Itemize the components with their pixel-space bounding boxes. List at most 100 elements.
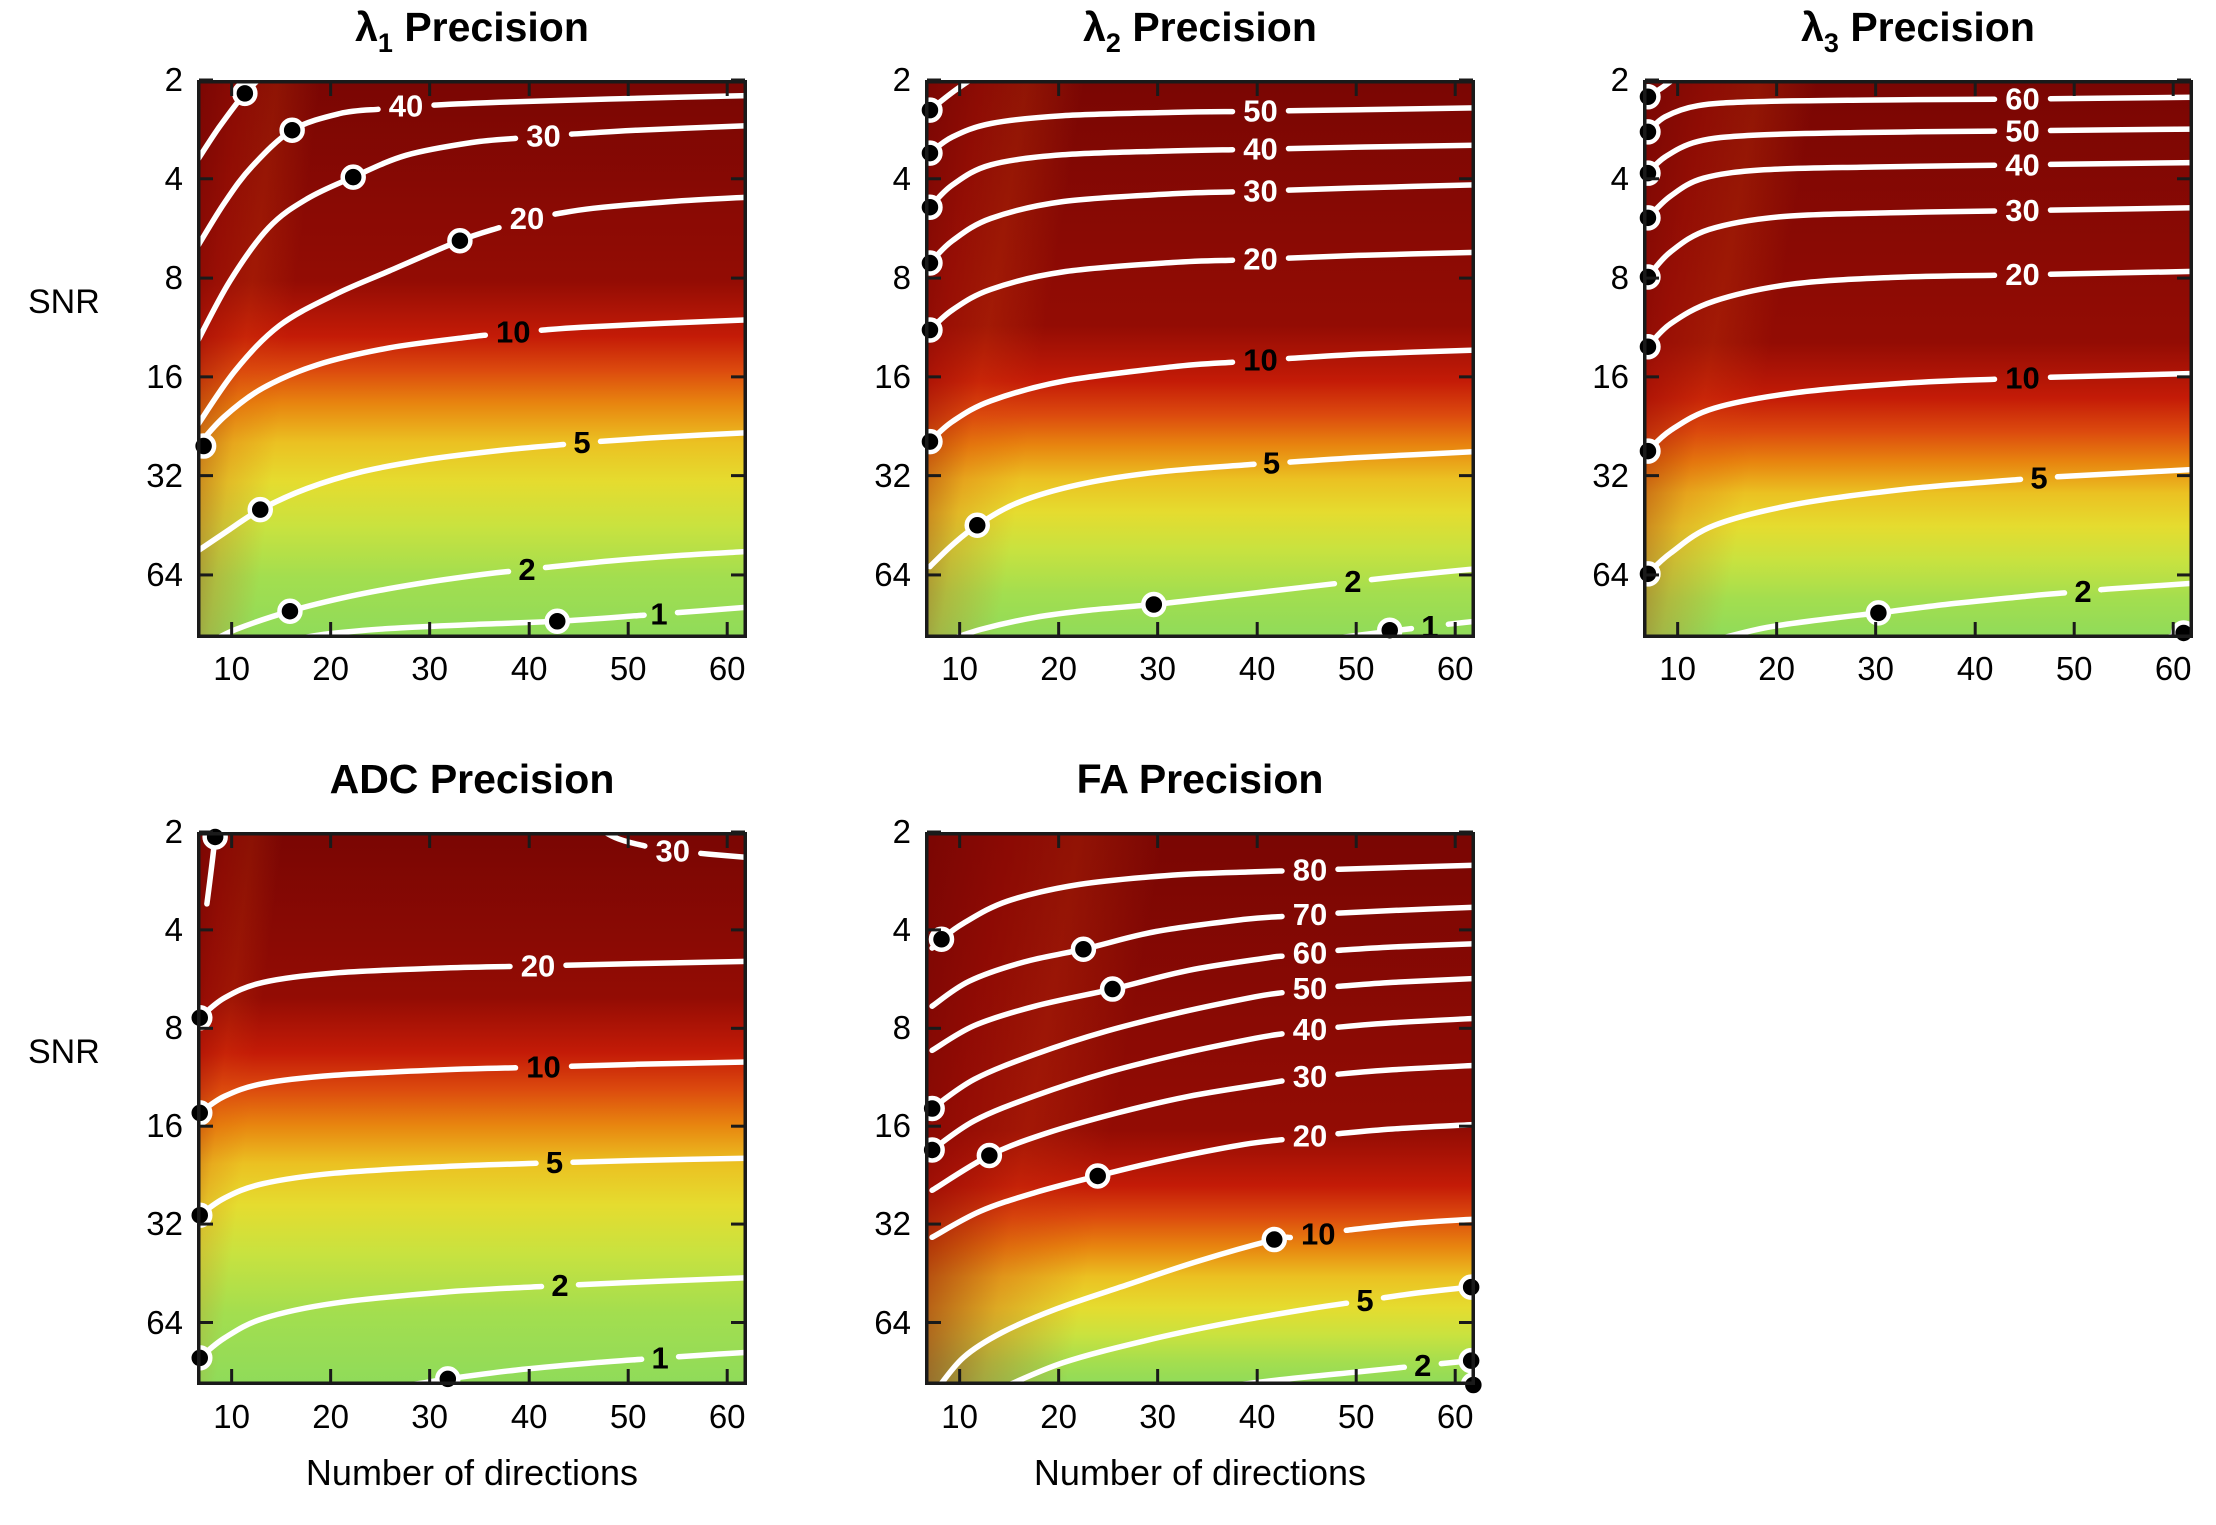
contour-overlay: 30 20 10 5 2 1 [187,824,747,1392]
contour-line-5 [927,461,1257,570]
data-dot [340,164,366,190]
contour-label: 30 [526,118,560,153]
x-axis-label: Number of directions [305,1452,639,1493]
data-dot [232,80,258,107]
contour-line-10 [197,1065,519,1116]
contour-line-10 [936,1234,1294,1385]
plot-title-lambda2: λ2 Precision [850,4,1550,57]
x-tick-label: 40 [510,1398,548,1435]
plot-title-text: Precision [418,756,615,802]
axes-frame [1643,80,2193,638]
x-tick-label: 60 [1436,650,1474,687]
contour-label: 50 [2005,113,2039,148]
contour-line-5 [1002,1300,1350,1385]
x-tick-label: 50 [609,650,647,687]
x-tick-label: 10 [213,1398,250,1435]
contour-label: 40 [2005,147,2039,182]
plot-title-subscript: 3 [1823,28,1839,58]
contour-label: 10 [1243,343,1277,378]
y-tick-label: 32 [874,456,911,494]
contour-line-5 [197,1160,539,1218]
plot-title-text: FA [1076,756,1128,802]
contour-line-2 [542,548,747,571]
y-tick-label: 8 [1610,259,1629,297]
data-dot [919,1095,945,1122]
data-dot [1141,591,1167,618]
y-tick-label: 2 [892,61,911,98]
contour-line-unlabeled [204,832,219,907]
data-dot [447,227,473,254]
contour-line-40 [927,146,1236,210]
data-dot [917,194,943,220]
plot-area-lambda3: 60 50 40 30 20 10 5 2 [1635,78,2197,646]
x-tick-label: 20 [1758,650,1795,687]
plot-area-fa: 80 70 60 50 40 30 20 10 5 2 [919,830,1487,1398]
contour-line-40 [1285,142,1475,152]
contour-label: 2 [1414,1348,1431,1383]
contour-label: 10 [2005,360,2039,395]
y-tick-label: 8 [892,259,911,297]
y-tick-label: 8 [164,259,183,297]
contour-line-10 [927,359,1236,445]
data-dot [919,1137,945,1163]
x-tick-label: 20 [312,650,349,687]
data-dot [917,250,943,276]
contour-line-10 [538,317,747,333]
contour-line-50 [1645,128,1998,176]
data-dot [277,598,303,624]
data-dot [917,140,943,166]
contour-label: 60 [1293,935,1327,970]
contour-line-30 [1645,208,1998,280]
contour-line-60 [1645,96,1998,135]
data-dot [202,824,228,850]
y-tick-label: 32 [874,1205,911,1243]
contour-line-1 [675,1349,747,1360]
plot-title-fa: FA Precision [850,756,1550,803]
contour-label: 5 [1263,446,1280,481]
contour-line-20 [1335,1121,1475,1137]
plot-area-lambda2: 50 40 30 20 10 5 2 1 [917,78,1475,644]
contour-line-30 [197,135,519,346]
x-tick-label: 50 [1337,650,1375,687]
x-tick-label: 30 [1857,650,1894,687]
x-tick-label: 20 [1040,1398,1077,1435]
contour-line-20 [2047,268,2193,277]
data-dot [1635,333,1661,360]
y-tick-label: 8 [892,1009,911,1047]
contour-line-1 [1317,625,1415,638]
contour-label: 40 [389,89,423,124]
x-tick-label: 10 [213,650,250,687]
data-dot [1099,976,1126,1002]
contour-line-50 [1335,975,1475,990]
contour-label: 2 [518,552,535,587]
contour-label: 20 [2005,257,2039,292]
contour-label: 1 [650,597,667,632]
contour-label: 20 [510,201,544,236]
contour-line-20 [1645,272,1998,350]
contour-label: 2 [1344,564,1361,599]
y-tick-label: 16 [146,357,183,395]
contour-line-30 [927,189,1236,266]
plot-title-lambda1: λ1 Precision [122,4,822,57]
y-tick-label: 16 [874,1107,911,1145]
y-tick-label: 2 [164,813,183,850]
contour-label: 20 [521,948,555,983]
y-tick-label: 32 [1592,456,1629,494]
contour-label: 20 [1243,242,1277,277]
x-tick-label: 60 [708,1398,746,1435]
axes-frame [197,832,747,1385]
data-dot [1635,119,1661,145]
plot-area-adc: 30 20 10 5 2 1 [187,824,747,1392]
contour-line-unlabeled [927,80,976,113]
contour-line-2 [197,1283,545,1361]
x-tick-label: 30 [411,650,448,687]
x-tick-label: 40 [1238,650,1276,687]
contour-line-2 [1368,566,1475,583]
data-dot [1635,160,1661,186]
contour-line-80 [1335,862,1475,873]
contour-line-60 [2047,94,2193,102]
data-dot [190,433,217,459]
y-axis-label: SNR [28,283,100,322]
y-tick-label: 64 [146,555,183,593]
data-dot [1635,205,1661,231]
